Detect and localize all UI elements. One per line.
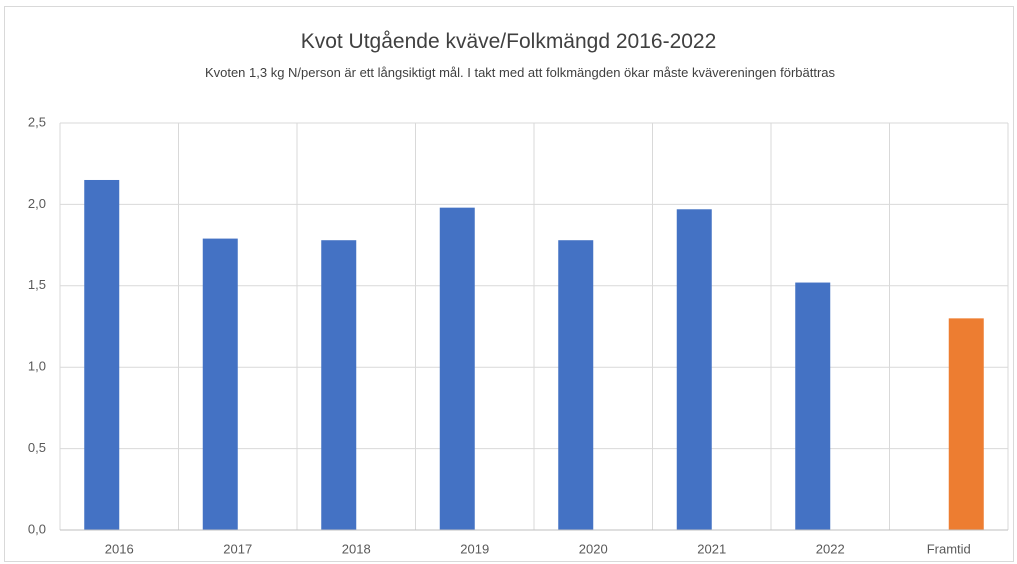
bar (84, 179, 120, 531)
bar (558, 240, 594, 530)
chart-subtitle: Kvoten 1,3 kg N/person är ett långsiktig… (204, 65, 836, 80)
x-tick-label: 2020 (579, 541, 608, 556)
x-tick-label: 2021 (697, 541, 726, 556)
y-tick-label: 2,5 (28, 114, 46, 129)
chart-title: Kvot Utgående kväve/Folkmängd 2016-2022 (300, 30, 717, 53)
y-tick-label: 0,0 (28, 521, 46, 536)
bar (439, 207, 475, 530)
x-tick-label: 2018 (342, 541, 371, 556)
x-tick-label: 2017 (223, 541, 252, 556)
x-tick-label: 2022 (816, 541, 845, 556)
y-tick-label: 1,5 (28, 277, 46, 292)
y-tick-label: 2,0 (28, 196, 46, 211)
bar (202, 238, 238, 530)
x-tick-label: 2016 (105, 541, 134, 556)
y-tick-label: 0,5 (28, 440, 46, 455)
bar (676, 209, 712, 530)
bar (795, 282, 831, 530)
chart-frame (4, 6, 1014, 562)
y-tick-label: 1,0 (28, 359, 46, 374)
x-tick-label: Framtid (927, 541, 971, 556)
bar (321, 240, 357, 530)
x-tick-label: 2019 (460, 541, 489, 556)
bar (948, 318, 984, 530)
